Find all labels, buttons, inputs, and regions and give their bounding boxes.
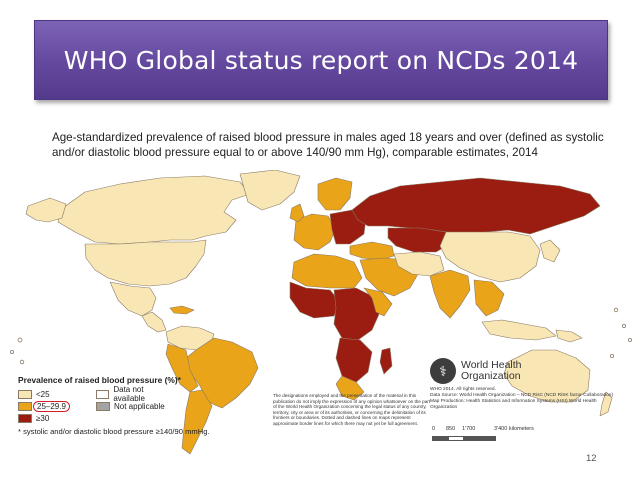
legend-item-no-data: Data not available — [96, 385, 174, 403]
region-australia — [503, 349, 591, 403]
region-alaska — [25, 197, 67, 223]
map-subtitle-line-2: and/or diastolic blood pressure equal to… — [52, 146, 538, 159]
legend-label-25-29-circled: 25–29.9 — [33, 400, 70, 412]
small-island-marker — [17, 337, 23, 343]
slide-title: WHO Global status report on NCDs 2014 — [63, 45, 579, 75]
region-west-africa — [289, 281, 341, 319]
scale-tick-3: 3'400 kilometers — [494, 426, 534, 432]
who-data-source: Data Source: World Health Organization –… — [430, 393, 614, 398]
legend-swatch-lt25 — [18, 389, 32, 399]
who-meta: WHO 2014. All rights reserved. Data Sour… — [430, 387, 620, 411]
scale-segment — [464, 436, 496, 441]
region-papua-new-guinea — [555, 329, 583, 343]
scale-segment — [448, 436, 464, 441]
who-logo: ⚕ World Health Organization — [430, 358, 620, 384]
scale-tick-2: 1'700 — [462, 426, 476, 432]
region-madagascar — [379, 347, 393, 375]
legend-item-ge30: ≥30 — [18, 413, 96, 423]
region-southern-cone — [181, 389, 213, 455]
legend-label-ge30: ≥30 — [36, 413, 50, 423]
region-usa — [84, 239, 207, 287]
legend-row: <25 Data not available — [18, 385, 268, 403]
region-iran-afghanistan — [393, 251, 445, 277]
who-map-production: Map Production: Health Statistics and In… — [430, 399, 597, 410]
region-new-zealand — [599, 391, 613, 417]
world-map — [0, 170, 638, 470]
scale-tick-1: 850 — [446, 426, 456, 432]
who-name-line-2: Organization — [461, 370, 521, 382]
map-legend: Prevalence of raised blood pressure (%)*… — [18, 375, 268, 436]
map-subtitle-line-1: Age-standardized prevalence of raised bl… — [52, 131, 604, 144]
page-number: 12 — [586, 453, 597, 464]
region-south-africa — [335, 375, 365, 401]
legend-swatch-not-applicable — [96, 401, 110, 411]
region-central-america — [141, 311, 167, 333]
who-emblem-icon: ⚕ — [430, 358, 456, 384]
region-kazakhstan — [387, 227, 451, 253]
region-mexico — [109, 281, 157, 317]
region-greenland — [239, 170, 301, 211]
slide-title-banner: WHO Global status report on NCDs 2014 — [34, 20, 608, 100]
region-china-mongolia — [439, 231, 541, 283]
small-island-marker — [622, 323, 627, 328]
small-island-marker — [628, 337, 633, 342]
who-copyright: WHO 2014. All rights reserved. — [430, 387, 496, 392]
region-scandinavia — [317, 177, 353, 211]
map-disclaimer: The designations employed and the presen… — [273, 393, 431, 426]
legend-item-not-applicable: Not applicable — [96, 401, 174, 411]
region-north-africa — [291, 253, 363, 289]
region-russia — [351, 177, 601, 235]
legend-item-lt25: <25 — [18, 389, 96, 399]
region-canada — [57, 175, 251, 245]
scale-tick-0: 0 — [432, 426, 436, 432]
legend-footnote: * systolic and/or diastolic blood pressu… — [18, 427, 210, 436]
region-central-east-africa — [333, 287, 381, 341]
legend-swatch-no-data — [96, 389, 110, 399]
small-island-marker — [19, 359, 25, 365]
who-attribution: ⚕ World Health Organization WHO 2014. Al… — [430, 358, 620, 411]
small-island-marker — [9, 349, 14, 354]
small-island-marker — [610, 353, 615, 358]
legend-item-25-29: 25–29.9 — [18, 400, 96, 412]
who-name-line-1: World Health — [461, 359, 522, 371]
region-india — [429, 269, 471, 319]
world-map-svg — [9, 170, 633, 455]
map-subtitle: Age-standardized prevalence of raised bl… — [52, 130, 622, 160]
legend-row: 25–29.9 Not applicable — [18, 400, 268, 412]
legend-label-no-data: Data not available — [113, 385, 145, 403]
legend-label-not-applicable: Not applicable — [114, 401, 165, 411]
legend-row: ≥30 — [18, 412, 268, 424]
legend-swatch-ge30 — [18, 413, 32, 423]
legend-label-lt25: <25 — [36, 389, 50, 399]
region-horn-of-africa — [363, 287, 393, 317]
legend-swatch-25-29 — [18, 401, 32, 411]
region-caribbean — [169, 305, 195, 315]
small-island-marker — [613, 307, 619, 313]
region-western-europe — [293, 213, 337, 251]
who-name: World Health Organization — [461, 360, 522, 382]
region-southern-africa — [335, 337, 373, 385]
map-scale-bar: 0 850 1'700 3'400 kilometers — [432, 424, 542, 446]
region-southeast-asia — [473, 279, 505, 317]
region-uk-ireland — [289, 203, 305, 223]
region-korea-japan — [539, 239, 561, 263]
legend-title: Prevalence of raised blood pressure (%)* — [18, 375, 181, 385]
region-turkey-caucasus — [349, 241, 395, 261]
region-indonesia-philippines — [481, 319, 557, 341]
scale-segment — [432, 436, 448, 441]
